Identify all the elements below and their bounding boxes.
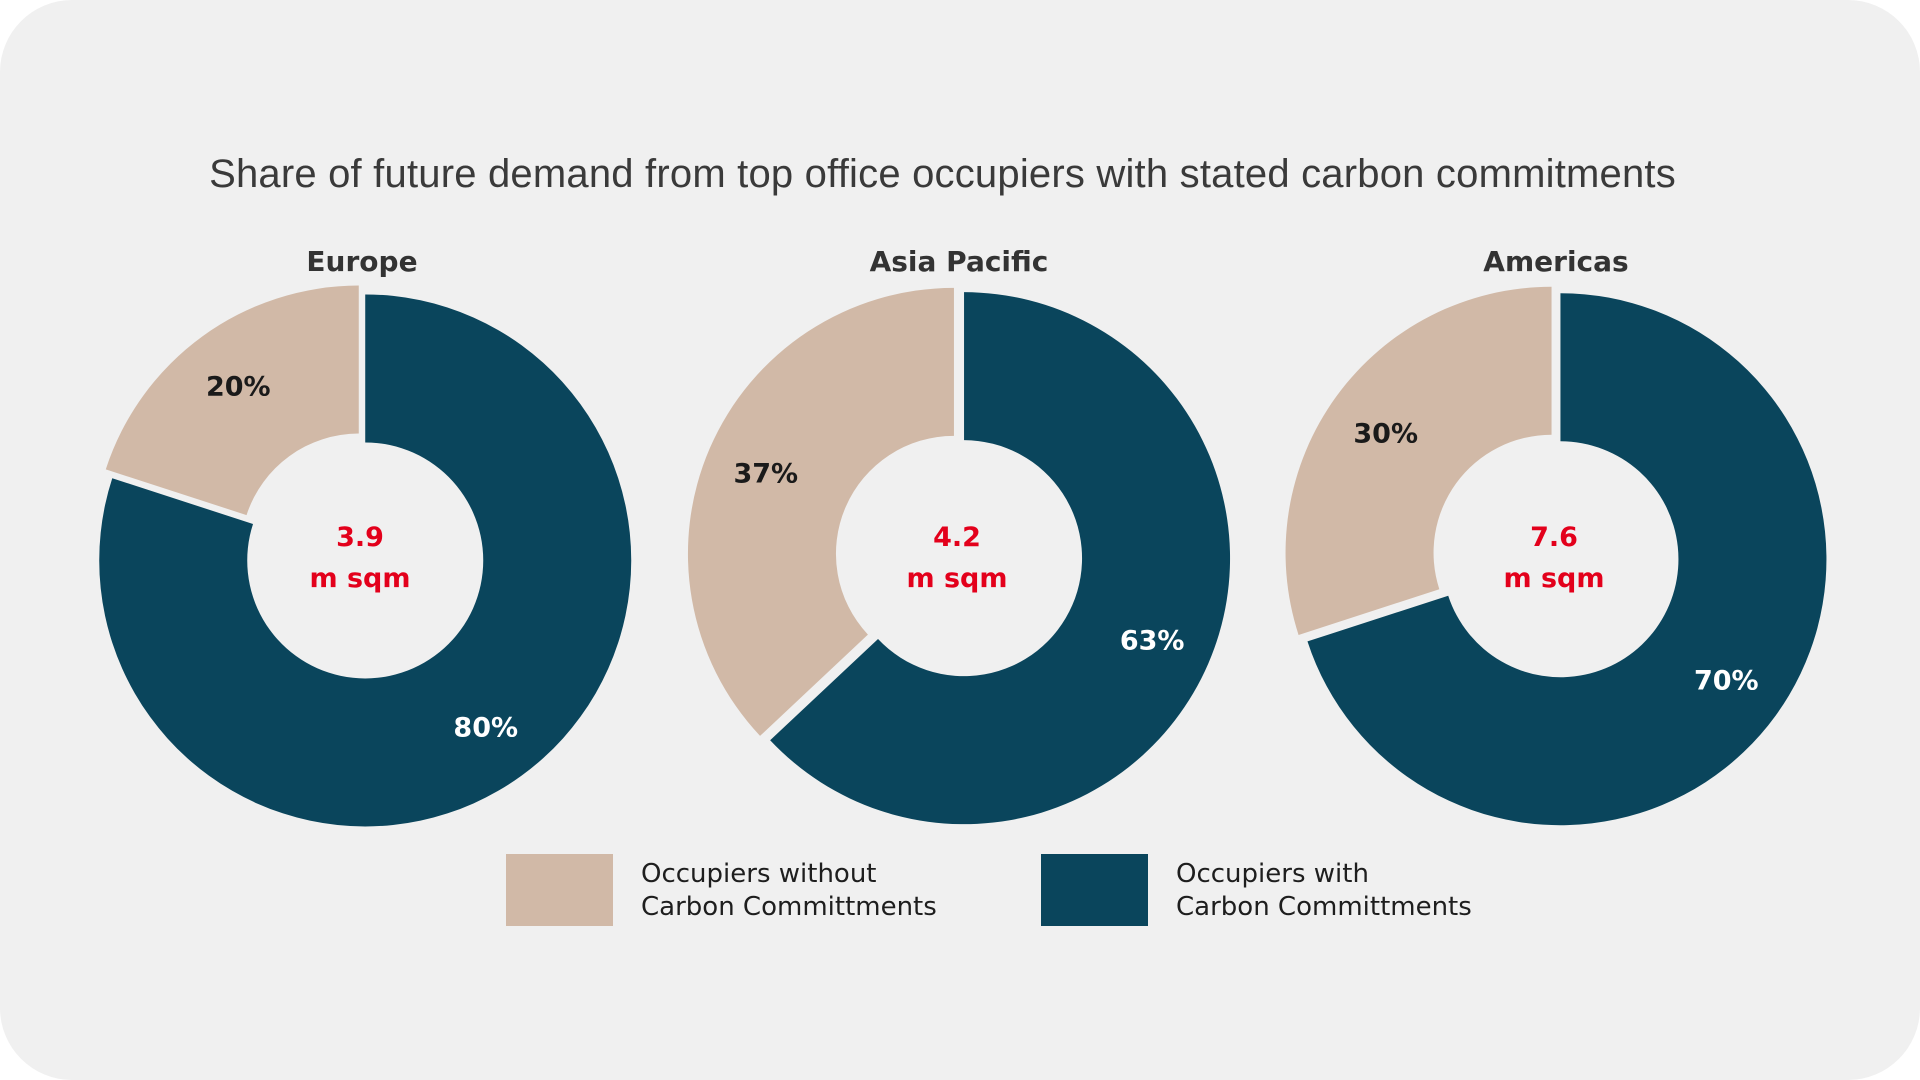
americas-center-unit: m sqm xyxy=(1503,563,1604,594)
europe-slice-label-without: 20% xyxy=(206,372,271,403)
legend-swatch-with xyxy=(1041,854,1148,926)
legend-label-without: Occupiers without Carbon Committments xyxy=(641,858,961,924)
legend-label-with: Occupiers with Carbon Committments xyxy=(1176,858,1496,924)
legend-label-without-line2: Carbon Committments xyxy=(641,892,937,922)
chart-title: Share of future demand from top office o… xyxy=(209,152,1676,196)
americas-slice-without xyxy=(1285,286,1552,635)
asia-pacific-chart-title: Asia Pacific xyxy=(870,245,1049,278)
americas-chart-title: Americas xyxy=(1483,245,1628,278)
americas-slice-label-without: 30% xyxy=(1353,418,1418,449)
asia-pacific-slice-label-with: 63% xyxy=(1120,626,1185,657)
europe-slice-without xyxy=(105,285,359,516)
legend-item-without: Occupiers without Carbon Committments xyxy=(506,854,966,926)
americas-slice-with xyxy=(1307,293,1827,826)
americas-center-value: 7.6 xyxy=(1530,522,1578,553)
americas-slice-label-with: 70% xyxy=(1694,666,1759,697)
asia-pacific-center-value: 4.2 xyxy=(933,522,981,553)
legend-item-with: Occupiers with Carbon Committments xyxy=(1041,854,1501,926)
legend-swatch-without xyxy=(506,854,613,926)
europe-chart-title: Europe xyxy=(306,245,417,278)
legend-label-with-line2: Carbon Committments xyxy=(1176,892,1472,922)
europe-center-value: 3.9 xyxy=(336,522,384,553)
asia-pacific-slice-without xyxy=(687,287,954,736)
legend-label-without-line1: Occupiers without xyxy=(641,859,877,889)
asia-pacific-center-unit: m sqm xyxy=(906,563,1007,594)
europe-slice-with xyxy=(99,294,632,827)
asia-pacific-slice-with xyxy=(770,292,1231,825)
europe-slice-label-with: 80% xyxy=(453,712,518,743)
asia-pacific-slice-label-without: 37% xyxy=(733,458,798,489)
europe-center-unit: m sqm xyxy=(309,563,410,594)
legend-label-with-line1: Occupiers with xyxy=(1176,859,1369,889)
